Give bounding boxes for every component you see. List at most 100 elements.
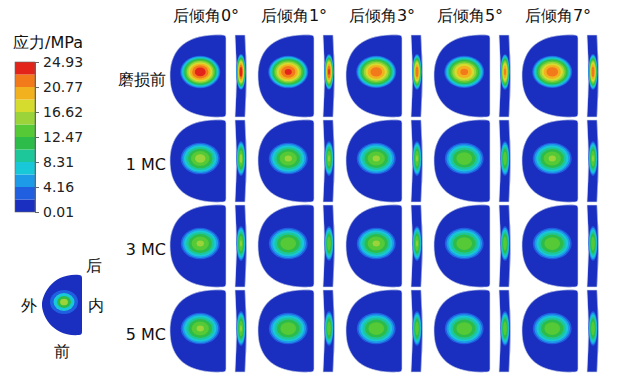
insert-top-view — [346, 120, 402, 202]
contour-band — [360, 58, 393, 85]
side-contour-band — [501, 57, 509, 86]
contour-band — [533, 57, 571, 88]
contour-band — [534, 57, 570, 86]
contour-band — [360, 316, 392, 342]
color-bar-frame — [15, 62, 35, 212]
side-contour-band — [589, 229, 597, 257]
insert-side-view — [411, 205, 423, 287]
tick-label: 20.77 — [43, 79, 83, 95]
side-stress-contour — [236, 141, 245, 176]
contour-band — [357, 143, 396, 175]
contour-band — [192, 65, 208, 78]
tick-label: 4.16 — [43, 179, 74, 195]
contour-band — [180, 56, 220, 89]
contour-band — [365, 149, 388, 168]
panel — [522, 35, 599, 117]
contour-band — [451, 61, 478, 83]
contour-band — [188, 62, 212, 81]
color-bar-axis: 24.9320.7716.6212.478.314.160.01 — [35, 54, 83, 220]
column-header: 后倾角1° — [261, 6, 327, 25]
contour-band — [533, 313, 572, 344]
contour-band — [181, 56, 219, 87]
contour-band — [362, 232, 390, 255]
insert-side-view — [587, 35, 599, 117]
panel — [258, 120, 335, 202]
contour-band — [370, 67, 382, 76]
panel — [522, 120, 599, 202]
side-contour-band — [414, 59, 421, 84]
contour-band — [448, 146, 480, 172]
side-contour-band — [240, 325, 242, 332]
contour-band — [362, 147, 390, 170]
insert-side-view — [411, 120, 423, 202]
contour-band — [364, 62, 389, 82]
side-contour-band — [326, 60, 332, 83]
side-contour-band — [240, 240, 242, 247]
contour-band — [277, 149, 300, 168]
contour-band — [544, 65, 561, 79]
side-contour-band — [325, 56, 334, 88]
stress-contour — [357, 143, 396, 175]
side-contour-band — [414, 319, 419, 339]
side-contour-band — [412, 141, 421, 176]
side-contour-band — [591, 237, 595, 251]
contour-band — [453, 149, 475, 167]
side-stress-contour — [588, 54, 598, 90]
column-header: 后倾角7° — [525, 6, 591, 25]
side-contour-band — [325, 57, 333, 87]
side-stress-contour — [500, 141, 509, 176]
panels — [170, 35, 599, 372]
insert-side-view — [235, 120, 247, 202]
side-contour-band — [327, 151, 331, 166]
side-contour-band — [502, 234, 507, 254]
side-stress-contour — [412, 311, 421, 346]
contour-band — [192, 237, 209, 251]
contour-band — [358, 144, 394, 173]
contour-band — [454, 64, 474, 80]
tick-mark — [35, 162, 39, 163]
side-contour-band — [590, 59, 597, 84]
contour-band — [533, 143, 572, 175]
side-contour-band — [413, 56, 422, 88]
side-contour-band — [325, 314, 333, 342]
side-stress-contour — [412, 54, 422, 90]
side-contour-band — [591, 64, 595, 79]
contour-band — [268, 56, 308, 88]
contour-band — [363, 317, 390, 339]
orientation-label: 前 — [54, 342, 70, 361]
contour-band — [360, 146, 392, 172]
insert-side-view — [323, 205, 335, 287]
tick-label: 16.62 — [43, 104, 83, 120]
side-contour-band — [413, 228, 421, 260]
side-contour-band — [326, 319, 331, 339]
contour-band — [182, 314, 218, 343]
contour-band — [537, 59, 568, 84]
stress-contour — [269, 143, 308, 175]
side-contour-band — [413, 57, 421, 87]
contour-band — [270, 144, 306, 173]
contour-band — [195, 154, 205, 162]
tick-label: 8.31 — [43, 154, 74, 170]
side-contour-band — [327, 66, 330, 79]
insert-top-view — [258, 120, 314, 202]
contour-band — [368, 322, 384, 335]
contour-band — [359, 314, 394, 343]
side-contour-band — [324, 55, 333, 89]
side-stress-contour — [500, 226, 509, 261]
side-contour-band — [325, 144, 333, 173]
stress-contour — [268, 56, 308, 88]
contour-band — [358, 229, 394, 258]
side-stress-contour — [500, 311, 509, 346]
stress-contour — [181, 313, 220, 345]
side-contour-band — [500, 311, 509, 346]
insert-top-view — [346, 205, 402, 287]
figure: 24.9320.7716.6212.478.314.160.01应力/MPa后倾… — [0, 0, 618, 389]
column-header: 后倾角0° — [173, 6, 239, 25]
side-contour-band — [590, 148, 596, 169]
panel — [170, 120, 247, 202]
stress-contour — [445, 228, 484, 259]
color-band — [15, 62, 35, 75]
side-contour-band — [240, 154, 242, 163]
contour-band — [361, 59, 392, 84]
side-stress-contour — [588, 141, 597, 176]
